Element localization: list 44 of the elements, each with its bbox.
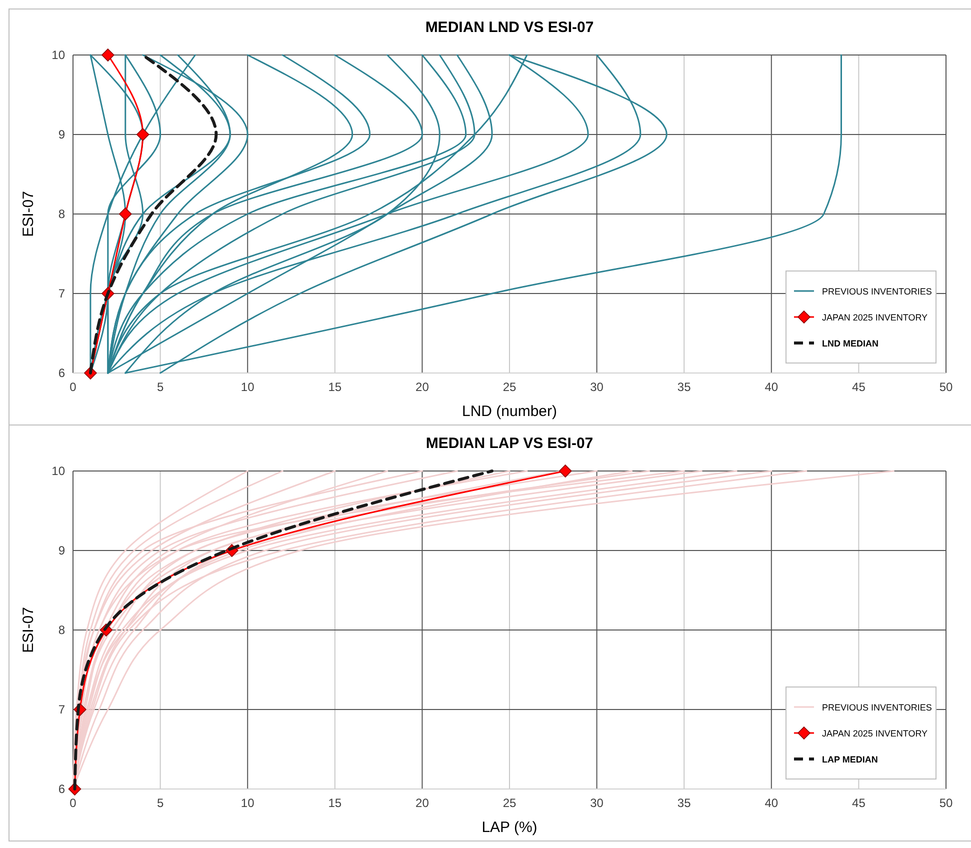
x-tick-label: 50	[939, 796, 953, 810]
y-tick-label: 10	[52, 48, 66, 62]
x-tick-label: 10	[240, 796, 255, 810]
x-tick-label: 45	[852, 380, 866, 394]
chart-title: MEDIAN LND VS ESI-07	[425, 19, 594, 36]
x-tick-label: 15	[328, 380, 342, 394]
legend-label: JAPAN 2025 INVENTORY	[822, 728, 928, 738]
y-axis-title: ESI-07	[20, 607, 37, 653]
x-tick-label: 25	[502, 380, 516, 394]
x-tick-label: 30	[590, 796, 604, 810]
x-tick-label: 35	[677, 380, 692, 394]
x-tick-label: 5	[156, 380, 164, 394]
y-tick-label: 7	[58, 702, 66, 716]
x-tick-label: 20	[416, 796, 430, 810]
x-tick-label: 45	[852, 796, 866, 810]
legend-label: PREVIOUS INVENTORIES	[822, 702, 932, 712]
legend-label: JAPAN 2025 INVENTORY	[822, 312, 928, 322]
x-tick-label: 20	[416, 380, 430, 394]
x-tick-label: 10	[240, 380, 255, 394]
y-tick-label: 9	[58, 128, 66, 142]
x-axis-title: LND (number)	[462, 403, 558, 420]
x-tick-label: 25	[502, 796, 516, 810]
y-tick-label: 8	[58, 623, 66, 637]
legend-label: LND MEDIAN	[822, 338, 878, 348]
x-tick-label: 0	[70, 380, 77, 394]
x-tick-label: 40	[764, 380, 778, 394]
x-tick-label: 40	[764, 796, 778, 810]
x-tick-label: 30	[590, 380, 604, 394]
y-tick-label: 6	[58, 366, 66, 380]
x-tick-label: 35	[677, 796, 692, 810]
y-tick-label: 6	[58, 782, 66, 796]
x-axis-title: LAP (%)	[482, 819, 538, 836]
y-tick-label: 9	[58, 544, 66, 558]
x-tick-label: 5	[156, 796, 164, 810]
x-tick-label: 0	[70, 796, 77, 810]
y-tick-label: 7	[58, 286, 66, 300]
y-tick-label: 8	[58, 207, 66, 221]
chart-title: MEDIAN LAP VS ESI-07	[426, 435, 594, 452]
legend-label: LAP MEDIAN	[822, 754, 878, 764]
x-tick-label: 15	[328, 796, 342, 810]
y-axis-title: ESI-07	[20, 191, 37, 237]
x-tick-label: 50	[939, 380, 953, 394]
y-tick-label: 10	[52, 464, 66, 478]
legend-label: PREVIOUS INVENTORIES	[822, 286, 932, 296]
